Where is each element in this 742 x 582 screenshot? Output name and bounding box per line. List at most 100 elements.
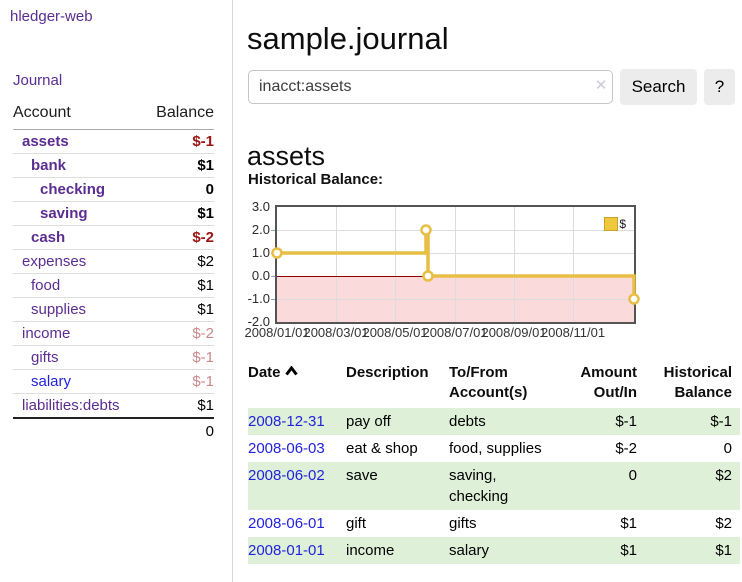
accounts-table: Account Balance assets $-1 bank $1 check…: [13, 103, 214, 443]
account-link-gifts[interactable]: gifts: [31, 349, 59, 366]
y-axis-tick: [271, 276, 275, 277]
y-tick-label: -1.0: [247, 291, 270, 306]
description-column-header: Description: [346, 364, 429, 381]
txn-amount: $-1: [615, 413, 637, 430]
account-link-liabilities-debts[interactable]: liabilities:debts: [22, 397, 120, 414]
chart-legend: $: [604, 217, 626, 231]
txn-description: eat & shop: [346, 440, 418, 457]
account-row: salary $-1: [13, 370, 214, 394]
account-column-header: To/From Account(s): [449, 364, 528, 401]
accounts-total-value: 0: [205, 422, 214, 440]
txn-date: 2008-06-03: [248, 435, 346, 462]
txn-amount: 0: [628, 467, 637, 484]
account-balance: $1: [197, 205, 214, 222]
txn-date-link[interactable]: 2008-01-01: [248, 542, 325, 559]
txn-description: pay off: [346, 413, 391, 430]
account-balance: 0: [205, 181, 214, 198]
account-link-salary[interactable]: salary: [31, 373, 72, 390]
txn-amount: $1: [620, 515, 637, 532]
amount-column-header: Amount Out/In: [580, 364, 637, 401]
gridline: [455, 207, 456, 322]
transaction-row: 2008-01-01 income salary $1 $1: [248, 537, 740, 564]
txn-balance: $2: [715, 515, 732, 532]
account-row: bank $1: [13, 154, 214, 178]
transaction-row: 2008-06-02 save saving, checking 0 $2: [248, 462, 740, 510]
account-balance: $1: [197, 277, 214, 294]
gridline: [336, 207, 337, 322]
account-link-saving[interactable]: saving: [40, 205, 88, 222]
transaction-row: 2008-06-01 gift gifts $1 $2: [248, 510, 740, 537]
txn-amount: $1: [620, 542, 637, 559]
txn-account: saving, checking: [449, 467, 509, 505]
accounts-total-row: 0: [13, 417, 214, 443]
help-button[interactable]: ?: [704, 69, 735, 105]
txn-date-link[interactable]: 2008-06-03: [248, 440, 325, 457]
account-balance: $-1: [192, 349, 214, 366]
account-row: cash $-2: [13, 226, 214, 250]
txn-balance: 0: [723, 440, 732, 457]
app-title-link[interactable]: hledger-web: [10, 8, 93, 25]
account-balance: $-1: [192, 373, 214, 390]
x-tick-label: 2008/09/01: [481, 325, 547, 340]
x-tick-label: 2008/01/01: [244, 325, 310, 340]
historical-balance-chart: $: [271, 205, 640, 324]
chart-title: Historical Balance:: [248, 171, 384, 188]
transactions-header-row: Date Description To/From Account(s) Amou…: [248, 361, 740, 408]
balance-column-header: Historical Balance: [663, 364, 732, 401]
account-balance: $1: [197, 397, 214, 414]
txn-account: salary: [449, 542, 490, 559]
search-input[interactable]: [248, 70, 613, 104]
account-row: liabilities:debts $1: [13, 394, 214, 417]
account-row: saving $1: [13, 202, 214, 226]
gridline: [514, 207, 515, 322]
account-balance: $1: [197, 301, 214, 318]
account-link-bank[interactable]: bank: [31, 157, 67, 174]
sidebar: hledger-web Journal Account Balance asse…: [0, 0, 233, 582]
account-balance: $-2: [192, 229, 214, 246]
transaction-row: 2008-06-03 eat & shop food, supplies $-2…: [248, 435, 740, 462]
account-link-cash[interactable]: cash: [31, 229, 66, 246]
y-tick-label: 0.0: [251, 268, 270, 283]
txn-balance: $-1: [710, 413, 732, 430]
account-balance: $-1: [192, 133, 214, 150]
txn-balance: $2: [715, 467, 732, 484]
account-row: gifts $-1: [13, 346, 214, 370]
transaction-row: 2008-12-31 pay off debts $-1 $-1: [248, 408, 740, 435]
account-link-income[interactable]: income: [22, 325, 71, 342]
sidebar-item-journal[interactable]: Journal: [13, 72, 63, 89]
legend-swatch-icon: [604, 217, 619, 231]
account-row: expenses $2: [13, 250, 214, 274]
accounts-table-header: Account Balance: [13, 103, 214, 130]
account-link-checking[interactable]: checking: [40, 181, 106, 198]
account-link-food[interactable]: food: [31, 277, 61, 294]
txn-date-link[interactable]: 2008-12-31: [248, 413, 325, 430]
account-balance: $1: [197, 157, 214, 174]
date-column-header[interactable]: Date: [248, 361, 346, 408]
balance-column-header: Balance: [156, 104, 214, 121]
legend-label: $: [619, 217, 626, 231]
clear-search-icon[interactable]: ✕: [594, 77, 608, 94]
sort-ascending-icon: [284, 366, 298, 376]
y-axis-tick: [271, 230, 275, 231]
account-row: income $-2: [13, 322, 214, 346]
txn-date-link[interactable]: 2008-06-01: [248, 515, 325, 532]
account-row: food $1: [13, 274, 214, 298]
account-link-assets[interactable]: assets: [22, 133, 69, 150]
txn-date-link[interactable]: 2008-06-02: [248, 467, 325, 484]
x-tick-label: 2008/07/01: [422, 325, 488, 340]
account-link-supplies[interactable]: supplies: [31, 301, 87, 318]
account-balance: $2: [197, 253, 214, 270]
x-tick-label: 2008/03/01: [303, 325, 369, 340]
x-tick-label: 2008/11/01: [540, 325, 606, 340]
gridline: [395, 207, 396, 322]
txn-date: 2008-06-01: [248, 510, 346, 537]
txn-amount: $-2: [615, 440, 637, 457]
gridline: [573, 207, 574, 322]
txn-date: 2008-06-02: [248, 462, 346, 510]
x-tick-label: 2008/05/01: [362, 325, 428, 340]
txn-description: income: [346, 542, 395, 559]
y-tick-label: 1.0: [251, 245, 270, 260]
search-button[interactable]: Search: [620, 69, 697, 105]
account-link-expenses[interactable]: expenses: [22, 253, 87, 270]
txn-account: debts: [449, 413, 486, 430]
